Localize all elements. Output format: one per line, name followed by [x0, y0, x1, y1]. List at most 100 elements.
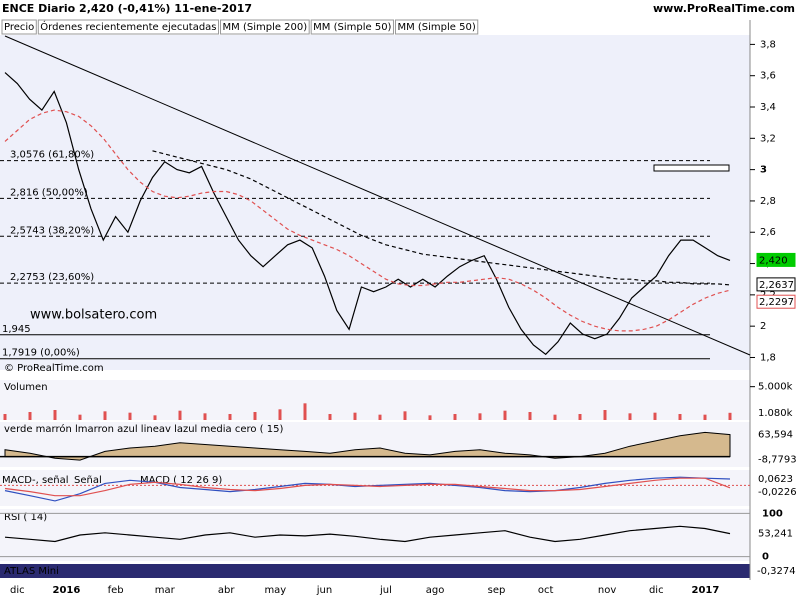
bar — [103, 411, 107, 420]
x-tick-label: jun — [316, 585, 332, 596]
x-tick-label: feb — [108, 585, 124, 596]
bar — [253, 412, 257, 420]
level-label: 3,0576 (61,80%) — [10, 150, 94, 161]
bar — [403, 411, 407, 420]
y-tick-label: 3 — [760, 165, 767, 176]
legend-entry: Precio — [4, 22, 34, 33]
bar — [603, 410, 607, 420]
panel-title: Volumen — [4, 382, 48, 393]
bar — [453, 414, 457, 420]
price-panel — [0, 35, 750, 370]
bar — [703, 414, 707, 420]
x-tick-label: abr — [218, 585, 235, 596]
x-tick-label: sep — [488, 585, 506, 596]
bar — [428, 415, 432, 420]
y-tick-label: 0 — [762, 552, 769, 563]
value-label: 63,594 — [758, 430, 793, 441]
y-tick-label: 2,8 — [760, 196, 776, 207]
bar — [378, 414, 382, 420]
bar — [203, 413, 207, 420]
legend-entry: MM (Simple 200) — [223, 22, 308, 33]
bar — [353, 412, 357, 420]
bar — [78, 414, 82, 420]
value-label: -0,0226 — [758, 487, 797, 498]
panel-title: verde marrón lmarron azul lineav lazul m… — [4, 423, 283, 435]
y-tick-label: 2,6 — [760, 227, 776, 238]
legend-box — [220, 19, 310, 35]
price-tag-label: 2,2297 — [759, 297, 794, 308]
bar — [578, 414, 582, 420]
value-label: -0,3274 — [757, 566, 796, 577]
legend-entry: Señal — [74, 475, 102, 486]
x-tick-label: may — [264, 585, 286, 596]
zone-box — [653, 164, 730, 172]
x-tick-label: dic — [10, 585, 25, 596]
title: ENCE Diario 2,420 (-0,41%) 11-ene-2017 — [2, 2, 252, 15]
line — [4, 477, 731, 497]
y-tick-label: 2 — [760, 321, 766, 332]
price-tag — [756, 294, 796, 309]
bar — [228, 414, 232, 420]
panel-title: MACD ( 12 26 9) — [140, 475, 222, 486]
bar — [28, 412, 32, 420]
price-tag-label: 2,2637 — [759, 280, 794, 291]
volume-panel — [0, 380, 750, 420]
price-tag — [756, 252, 796, 267]
y-tick-label: 1,8 — [760, 352, 776, 363]
line — [152, 150, 731, 286]
bar — [128, 412, 132, 420]
level-label: 2,5743 (38,20%) — [10, 225, 94, 236]
value-label: -8,7793 — [758, 455, 797, 466]
bar — [53, 410, 57, 420]
bar — [178, 410, 182, 420]
bar — [528, 412, 532, 420]
legend-box — [37, 19, 220, 35]
x-tick-label: dic — [649, 585, 664, 596]
rsi-panel — [0, 509, 750, 561]
legend-entry: MM (Simple 50) — [313, 22, 391, 33]
atlas-panel — [0, 564, 750, 578]
legend-box — [394, 19, 479, 35]
bar — [678, 414, 682, 420]
bar — [728, 412, 732, 420]
bar — [628, 413, 632, 420]
bar — [503, 410, 507, 420]
macd-panel — [0, 470, 750, 506]
level-label: 1,7919 (0,00%) — [2, 348, 80, 359]
value-label: 53,241 — [758, 529, 793, 540]
y-tick-label: 100 — [762, 508, 783, 519]
legend-box — [310, 19, 394, 35]
level-label: 1,945 — [2, 324, 31, 335]
y-tick-label: 3,8 — [760, 39, 776, 50]
x-tick-label: 2017 — [692, 585, 720, 596]
y-tick-label: 3,2 — [760, 133, 776, 144]
x-tick-label: 2016 — [53, 585, 81, 596]
copyright: © ProRealTime.com — [4, 363, 104, 374]
y-tick-label: 5.000k — [758, 382, 793, 393]
area — [4, 431, 731, 461]
trend-line — [4, 35, 751, 356]
panel-title: ATLAS Mini — [4, 566, 59, 577]
line — [4, 72, 731, 356]
x-tick-label: nov — [598, 585, 616, 596]
panel-title: RSI ( 14) — [4, 512, 47, 523]
bar — [553, 414, 557, 420]
x-tick-label: oct — [538, 585, 554, 596]
level-label: 2,816 (50,00%) — [10, 187, 88, 198]
price-tag-label: 2,420 — [759, 255, 788, 266]
bar — [278, 409, 282, 420]
bar — [153, 415, 157, 420]
price-tag — [756, 277, 796, 292]
value-label: 1.080k — [758, 408, 793, 419]
bar — [3, 414, 7, 420]
legend-entry: Órdenes recientemente ejecutadas — [40, 20, 216, 33]
legend-entry: MM (Simple 50) — [397, 22, 475, 33]
osc-panel — [0, 422, 750, 467]
level-label: 2,2753 (23,60%) — [10, 272, 94, 283]
bar — [653, 412, 657, 420]
legend-entry: MACD-, señal — [2, 475, 69, 486]
y-tick-label: 3,6 — [760, 71, 776, 82]
line — [4, 525, 731, 543]
value-label: 0,0623 — [758, 474, 793, 485]
